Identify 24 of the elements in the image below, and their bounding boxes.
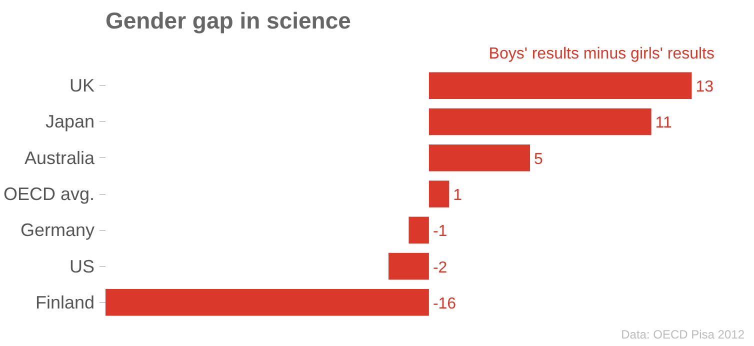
chart-subtitle: Boys' results minus girls' results xyxy=(488,46,715,62)
text: Data: OECD Pisa 2012 xyxy=(621,328,745,342)
bar xyxy=(428,144,530,172)
data-label: 11 xyxy=(655,114,672,132)
bar xyxy=(428,72,692,99)
y-tick-label: US xyxy=(69,256,95,276)
data-label: 1 xyxy=(453,187,462,204)
y-tick-label: Japan xyxy=(45,112,95,132)
data-label: -2 xyxy=(432,259,448,276)
y-tick-label: Australia xyxy=(24,148,96,168)
data-label: -16 xyxy=(432,295,456,312)
data-label: 13 xyxy=(696,78,714,96)
bar xyxy=(388,252,429,280)
chart-title: Gender gap in science xyxy=(106,8,351,34)
bar xyxy=(408,216,429,244)
data-label: 5 xyxy=(534,150,544,168)
y-tick-label: Germany xyxy=(20,220,95,240)
bar xyxy=(428,108,652,136)
y-tick-label: OECD avg. xyxy=(3,184,95,204)
bar xyxy=(428,180,450,208)
bar xyxy=(106,289,429,316)
data-label: -1 xyxy=(432,223,448,240)
y-tick-label: Finland xyxy=(35,292,95,312)
y-tick-label: UK xyxy=(69,76,95,96)
